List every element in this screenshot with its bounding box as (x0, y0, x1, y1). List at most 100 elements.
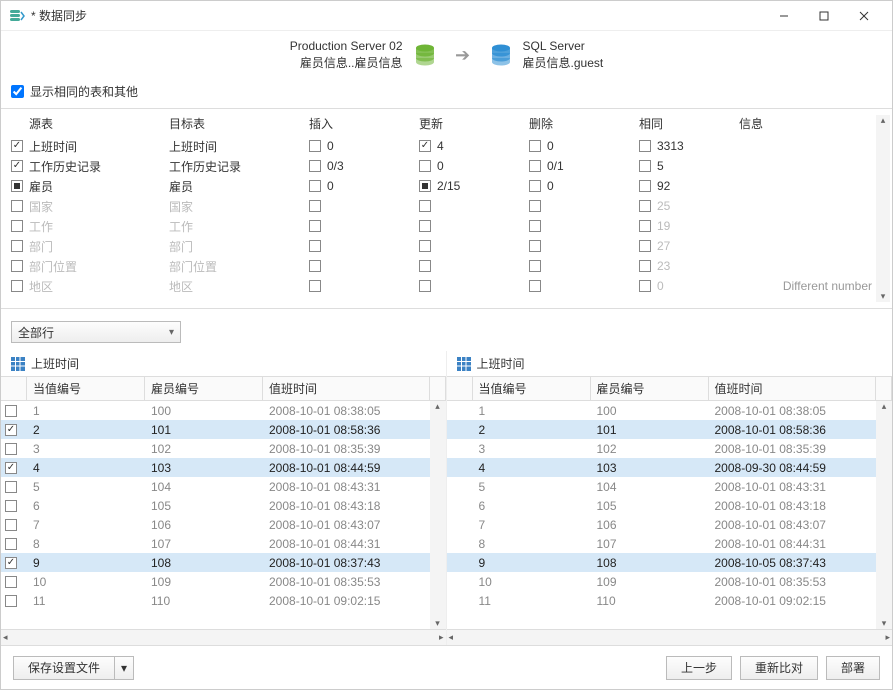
grid-row[interactable]: 101092008-10-01 08:35:53 (1, 572, 446, 591)
horizontal-scrollbar[interactable]: ◂▸ (1, 629, 446, 645)
recompare-button[interactable]: 重新比对 (740, 656, 818, 680)
row-checkbox[interactable] (11, 260, 23, 272)
same-checkbox[interactable] (639, 220, 651, 232)
close-button[interactable] (844, 2, 884, 30)
grid-row[interactable]: 41032008-09-30 08:44:59 (447, 458, 893, 477)
table-row[interactable]: 部门部门27 (11, 236, 882, 256)
grid-col-3[interactable]: 值班时间 (709, 377, 877, 400)
minimize-button[interactable] (764, 2, 804, 30)
deploy-button[interactable]: 部署 (826, 656, 880, 680)
grid-row[interactable]: 51042008-10-01 08:43:31 (447, 477, 893, 496)
row-checkbox[interactable] (5, 576, 17, 588)
update-checkbox[interactable] (419, 160, 431, 172)
row-filter-select[interactable]: 全部行 (11, 321, 181, 343)
delete-checkbox[interactable] (529, 260, 541, 272)
update-checkbox[interactable] (419, 240, 431, 252)
insert-checkbox[interactable] (309, 140, 321, 152)
same-checkbox[interactable] (639, 260, 651, 272)
table-row[interactable]: 国家国家25 (11, 196, 882, 216)
grid-col-3[interactable]: 值班时间 (263, 377, 430, 400)
row-checkbox[interactable] (5, 557, 17, 569)
save-settings-dropdown[interactable]: ▾ (115, 656, 134, 680)
row-checkbox[interactable] (5, 443, 17, 455)
delete-checkbox[interactable] (529, 140, 541, 152)
same-checkbox[interactable] (639, 200, 651, 212)
grid-row[interactable]: 31022008-10-01 08:35:39 (447, 439, 893, 458)
grid-col-2[interactable]: 雇员编号 (591, 377, 709, 400)
grid-row[interactable]: 21012008-10-01 08:58:36 (1, 420, 446, 439)
insert-checkbox[interactable] (309, 200, 321, 212)
insert-checkbox[interactable] (309, 260, 321, 272)
table-row[interactable]: 雇员雇员02/15092 (11, 176, 882, 196)
grid-row[interactable]: 61052008-10-01 08:43:18 (1, 496, 446, 515)
row-checkbox[interactable] (5, 500, 17, 512)
update-checkbox[interactable] (419, 260, 431, 272)
delete-checkbox[interactable] (529, 180, 541, 192)
insert-checkbox[interactable] (309, 240, 321, 252)
grid-row[interactable]: 11002008-10-01 08:38:05 (1, 401, 446, 420)
prev-button[interactable]: 上一步 (666, 656, 732, 680)
insert-checkbox[interactable] (309, 220, 321, 232)
grid-row[interactable]: 101092008-10-01 08:35:53 (447, 572, 893, 591)
delete-checkbox[interactable] (529, 160, 541, 172)
grid-row[interactable]: 91082008-10-05 08:37:43 (447, 553, 893, 572)
row-checkbox[interactable] (11, 280, 23, 292)
grid-row[interactable]: 71062008-10-01 08:43:07 (447, 515, 893, 534)
row-checkbox[interactable] (5, 462, 17, 474)
table-row[interactable]: 地区地区0Different number (11, 276, 882, 296)
row-checkbox[interactable] (5, 538, 17, 550)
same-checkbox[interactable] (639, 280, 651, 292)
row-checkbox[interactable] (5, 424, 17, 436)
row-checkbox[interactable] (5, 519, 17, 531)
grid-row[interactable]: 31022008-10-01 08:35:39 (1, 439, 446, 458)
same-checkbox[interactable] (639, 140, 651, 152)
table-row[interactable]: 上班时间上班时间0403313 (11, 136, 882, 156)
grid-col-2[interactable]: 雇员编号 (145, 377, 263, 400)
row-checkbox[interactable] (11, 240, 23, 252)
update-checkbox[interactable] (419, 200, 431, 212)
vertical-scrollbar[interactable] (876, 401, 892, 629)
row-checkbox[interactable] (11, 160, 23, 172)
insert-checkbox[interactable] (309, 180, 321, 192)
table-row[interactable]: 工作工作19 (11, 216, 882, 236)
grid-row[interactable]: 81072008-10-01 08:44:31 (447, 534, 893, 553)
vertical-scrollbar[interactable] (430, 401, 446, 629)
grid-row[interactable]: 41032008-10-01 08:44:59 (1, 458, 446, 477)
grid-col-1[interactable]: 当值编号 (473, 377, 591, 400)
row-checkbox[interactable] (5, 595, 17, 607)
maximize-button[interactable] (804, 2, 844, 30)
grid-row[interactable]: 11002008-10-01 08:38:05 (447, 401, 893, 420)
update-checkbox[interactable] (419, 140, 431, 152)
grid-row[interactable]: 71062008-10-01 08:43:07 (1, 515, 446, 534)
row-checkbox[interactable] (11, 180, 23, 192)
table-row[interactable]: 部门位置部门位置23 (11, 256, 882, 276)
insert-checkbox[interactable] (309, 280, 321, 292)
delete-checkbox[interactable] (529, 240, 541, 252)
delete-checkbox[interactable] (529, 220, 541, 232)
grid-row[interactable]: 61052008-10-01 08:43:18 (447, 496, 893, 515)
update-checkbox[interactable] (419, 180, 431, 192)
show-same-checkbox[interactable] (11, 85, 24, 98)
delete-checkbox[interactable] (529, 200, 541, 212)
row-checkbox[interactable] (11, 140, 23, 152)
same-checkbox[interactable] (639, 160, 651, 172)
grid-row[interactable]: 81072008-10-01 08:44:31 (1, 534, 446, 553)
grid-row[interactable]: 51042008-10-01 08:43:31 (1, 477, 446, 496)
grid-row[interactable]: 91082008-10-01 08:37:43 (1, 553, 446, 572)
table-row[interactable]: 工作历史记录工作历史记录0/300/15 (11, 156, 882, 176)
grid-row[interactable]: 111102008-10-01 09:02:15 (1, 591, 446, 610)
update-checkbox[interactable] (419, 220, 431, 232)
row-checkbox[interactable] (11, 200, 23, 212)
row-checkbox[interactable] (11, 220, 23, 232)
insert-checkbox[interactable] (309, 160, 321, 172)
same-checkbox[interactable] (639, 180, 651, 192)
row-checkbox[interactable] (5, 481, 17, 493)
same-checkbox[interactable] (639, 240, 651, 252)
save-settings-button[interactable]: 保存设置文件 (13, 656, 115, 680)
vertical-scrollbar[interactable] (876, 115, 890, 302)
grid-col-1[interactable]: 当值编号 (27, 377, 145, 400)
row-checkbox[interactable] (5, 405, 17, 417)
update-checkbox[interactable] (419, 280, 431, 292)
delete-checkbox[interactable] (529, 280, 541, 292)
horizontal-scrollbar[interactable]: ◂▸ (447, 629, 893, 645)
